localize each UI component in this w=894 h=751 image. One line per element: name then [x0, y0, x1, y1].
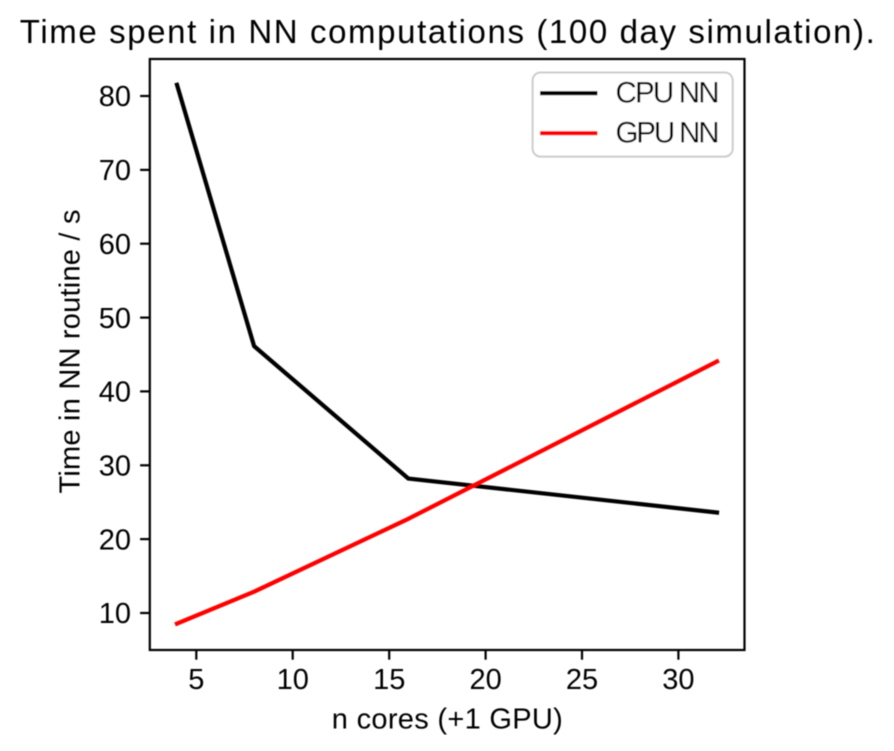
svg-text:GPU NN: GPU NN — [616, 117, 720, 150]
svg-text:25: 25 — [566, 664, 598, 696]
svg-text:80: 80 — [99, 81, 131, 113]
svg-text:10: 10 — [99, 598, 131, 630]
svg-text:20: 20 — [469, 664, 501, 696]
svg-text:70: 70 — [99, 155, 131, 187]
svg-text:15: 15 — [373, 664, 405, 696]
svg-text:Time spent in NN computations: Time spent in NN computations (100 day s… — [20, 13, 875, 50]
svg-text:60: 60 — [99, 229, 131, 261]
svg-text:40: 40 — [99, 377, 131, 409]
svg-text:50: 50 — [99, 303, 131, 335]
svg-text:30: 30 — [662, 664, 694, 696]
svg-text:n cores (+1 GPU): n cores (+1 GPU) — [332, 703, 563, 735]
svg-text:CPU NN: CPU NN — [616, 77, 720, 110]
svg-text:10: 10 — [277, 664, 309, 696]
svg-text:5: 5 — [188, 664, 204, 696]
svg-text:30: 30 — [99, 451, 131, 483]
svg-text:Time in NN routine / s: Time in NN routine / s — [55, 210, 87, 494]
svg-text:20: 20 — [99, 524, 131, 556]
